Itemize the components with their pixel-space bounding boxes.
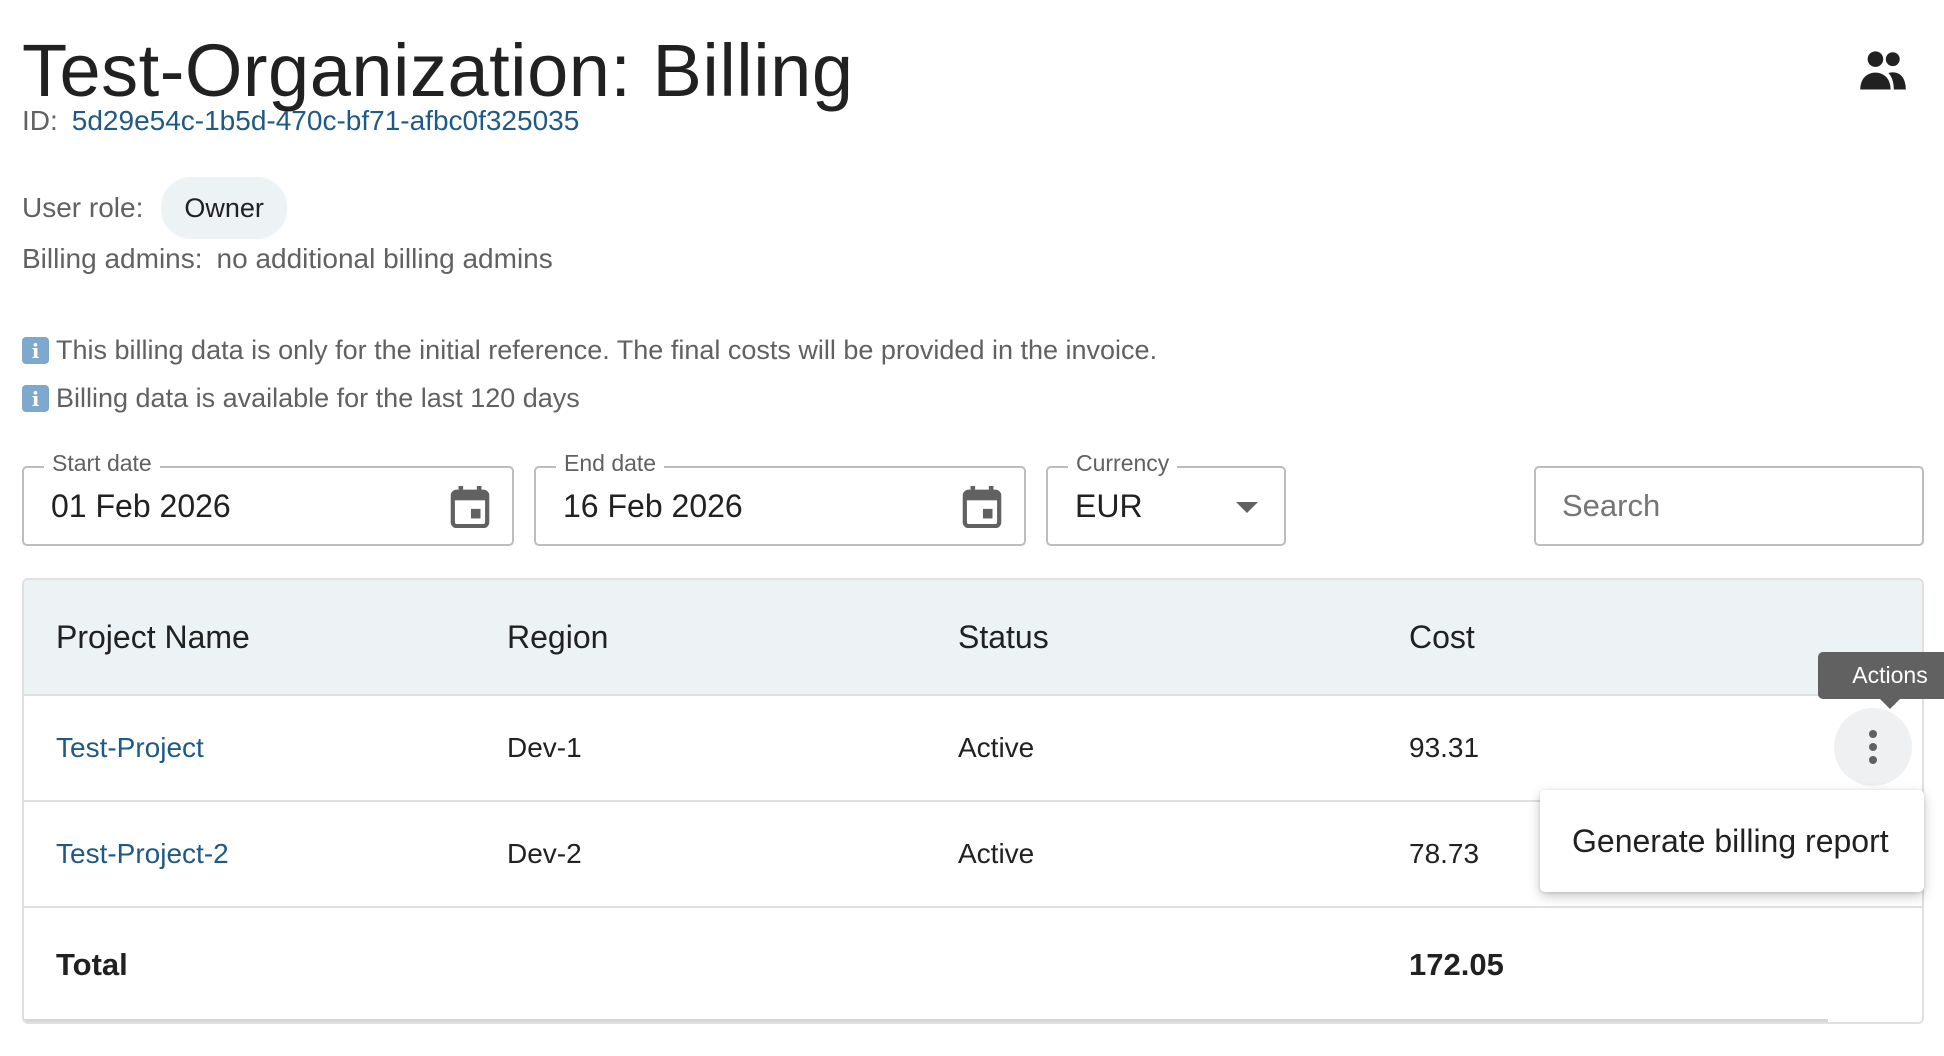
calendar-icon[interactable]	[450, 486, 490, 528]
billing-admins-value: no additional billing admins	[216, 243, 553, 274]
billing-admins-label: Billing admins:	[22, 243, 203, 274]
org-id-value: 5d29e54c-1b5d-470c-bf71-afbc0f325035	[71, 105, 580, 136]
currency-select[interactable]: Currency EUR	[1046, 450, 1286, 546]
currency-label: Currency	[1068, 450, 1178, 477]
start-date-field[interactable]: Start date 01 Feb 2026	[22, 450, 514, 546]
info-icon: i	[22, 385, 49, 412]
start-date-label: Start date	[44, 450, 160, 477]
project-status: Active	[958, 838, 1035, 869]
calendar-icon[interactable]	[962, 486, 1002, 528]
project-region: Dev-2	[507, 838, 582, 869]
user-role-chip: Owner	[161, 177, 287, 239]
notice-retention: i Billing data is available for the last…	[22, 383, 580, 414]
more-vert-icon	[1869, 743, 1877, 751]
currency-value[interactable]: EUR	[1075, 487, 1143, 524]
column-header-region[interactable]: Region	[507, 618, 609, 655]
row-actions-button[interactable]	[1834, 708, 1912, 786]
actions-menu: Generate billing report	[1540, 790, 1924, 892]
notice-text: Billing data is available for the last 1…	[56, 383, 580, 413]
project-link[interactable]: Test-Project	[56, 732, 204, 763]
project-cost: 93.31	[1409, 732, 1480, 763]
info-icon: i	[22, 337, 49, 364]
project-status: Active	[958, 732, 1035, 763]
total-label: Total	[56, 947, 128, 982]
end-date-label: End date	[556, 450, 665, 477]
page-title: Test-Organization: Billing	[22, 29, 854, 112]
more-vert-icon	[1869, 730, 1877, 738]
notice-reference: i This billing data is only for the init…	[22, 335, 1157, 366]
billing-admins-row: Billing admins: no additional billing ad…	[22, 243, 553, 275]
end-date-value[interactable]: 16 Feb 2026	[563, 487, 743, 524]
people-icon[interactable]	[1857, 48, 1909, 92]
search-input[interactable]	[1534, 466, 1924, 546]
table-header: Project Name Region Status Cost	[24, 580, 1922, 696]
table-scroll-indicator	[24, 1019, 1828, 1022]
actions-tooltip: Actions	[1818, 652, 1944, 709]
notice-text: This billing data is only for the initia…	[56, 335, 1158, 365]
chevron-down-icon[interactable]	[1236, 502, 1258, 513]
more-vert-icon	[1869, 756, 1877, 764]
column-header-status[interactable]: Status	[958, 618, 1049, 655]
project-cost: 78.73	[1409, 838, 1480, 869]
table-total-row: Total 172.05	[24, 908, 1922, 1022]
project-link[interactable]: Test-Project-2	[56, 838, 229, 869]
start-date-value[interactable]: 01 Feb 2026	[51, 487, 231, 524]
org-id-label: ID:	[22, 105, 58, 136]
menu-item-generate-billing-report[interactable]: Generate billing report	[1572, 822, 1889, 859]
table-row: Test-Project Dev-1 Active 93.31	[24, 696, 1922, 802]
table-row: Test-Project-2 Dev-2 Active 78.73	[24, 802, 1922, 908]
end-date-field[interactable]: End date 16 Feb 2026	[534, 450, 1026, 546]
user-role-row: User role: Owner	[22, 177, 287, 239]
org-id-row: ID: 5d29e54c-1b5d-470c-bf71-afbc0f325035	[22, 105, 579, 137]
column-header-cost[interactable]: Cost	[1409, 618, 1475, 655]
column-header-project-name[interactable]: Project Name	[56, 618, 250, 655]
project-region: Dev-1	[507, 732, 582, 763]
user-role-label: User role:	[22, 192, 144, 223]
total-cost: 172.05	[1409, 947, 1504, 982]
